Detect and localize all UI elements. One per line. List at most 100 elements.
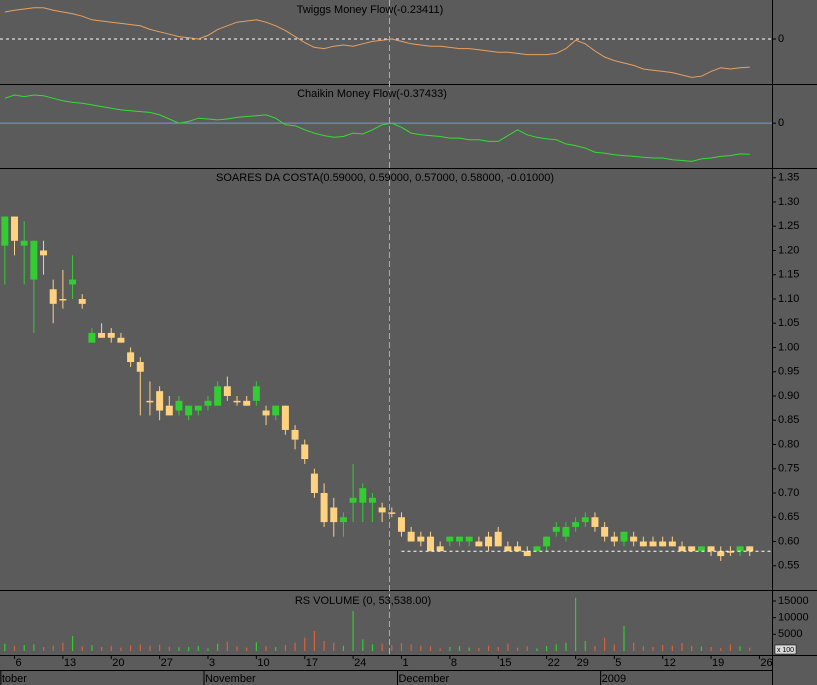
unit-box [774, 644, 797, 655]
x-tick-label: 22 [548, 657, 560, 669]
y-tick-label: 0.75 [778, 463, 799, 475]
y-tick-label: 1.20 [778, 244, 799, 256]
candle-body [20, 240, 28, 246]
unit-label: x 100 [777, 647, 794, 654]
candle-body [233, 400, 241, 403]
candle-body [320, 492, 328, 523]
candle-body [407, 531, 415, 542]
candle-body [272, 405, 280, 416]
y-tick-label: 1.30 [778, 196, 799, 208]
candle-body [78, 298, 86, 304]
candle-body [572, 522, 580, 527]
x-tick-label: 10 [257, 657, 269, 669]
x-tick-label: 12 [664, 657, 676, 669]
x-tick-label: 24 [354, 657, 366, 669]
y-tick-label: 0.95 [778, 366, 799, 378]
candle-body [185, 405, 193, 416]
candle-body [359, 488, 367, 503]
y-tick-label: 1.15 [778, 269, 799, 281]
candle-body [330, 507, 338, 523]
candle-body [349, 497, 357, 503]
y-tick-label: 1.05 [778, 317, 799, 329]
candle-body [601, 526, 609, 537]
candle-body [688, 546, 696, 552]
x-tick-label: 5 [615, 657, 621, 669]
candle-body [98, 332, 106, 338]
y-tick-label: 10000 [778, 612, 809, 624]
y-tick-label: 0.60 [778, 535, 799, 547]
candle-body [204, 400, 212, 406]
candle-body [446, 536, 454, 542]
candle-body [581, 517, 589, 523]
indicator-line [4, 7, 750, 78]
y-tick-label: 0.65 [778, 511, 799, 523]
candle-body [504, 546, 512, 552]
candle-body [494, 531, 502, 547]
candle-body [175, 400, 183, 411]
candle-body [214, 386, 222, 406]
y-tick-label: 0.70 [778, 487, 799, 499]
candle-body [88, 332, 96, 343]
y-tick-label: 15000 [778, 595, 809, 607]
x-tick-label: 1 [402, 657, 408, 669]
candle-body [417, 536, 425, 542]
candle-body [136, 362, 144, 372]
candle-body [678, 546, 686, 552]
candle-body [726, 551, 734, 553]
candle-body [610, 536, 618, 542]
x-tick-label: 6 [16, 657, 22, 669]
candle-body [465, 536, 473, 542]
candle-body [127, 352, 135, 363]
candle-body [543, 536, 551, 547]
candle-body [310, 473, 318, 493]
x-tick-label: 17 [306, 657, 318, 669]
candle-body [630, 536, 638, 542]
month-label: 2009 [602, 673, 626, 685]
x-tick-label: 26 [760, 657, 772, 669]
candle-body [223, 386, 231, 396]
candle-body [156, 391, 164, 411]
candle-body [639, 541, 647, 547]
x-tick-label: 3 [209, 657, 215, 669]
y-tick-label: 5000 [778, 628, 802, 640]
candle-body [368, 497, 376, 503]
candle-body [11, 216, 19, 241]
y-tick-label: 0.85 [778, 414, 799, 426]
candle-body [301, 444, 309, 460]
candle-body [746, 546, 754, 552]
candle-body [194, 405, 202, 411]
x-tick-label: 8 [451, 657, 457, 669]
candle-body [40, 250, 48, 256]
candle-body [146, 400, 154, 403]
candle-body [165, 405, 173, 416]
y-tick-label: 0.80 [778, 438, 799, 450]
candle-body [620, 531, 628, 542]
candle-body [291, 429, 299, 440]
panel-title: Chaikin Money Flow(-0.37433) [297, 88, 447, 100]
candle-body [397, 517, 405, 532]
candle-body [736, 546, 744, 552]
x-tick-label: 19 [712, 657, 724, 669]
month-label: tober [2, 673, 27, 685]
candle-body [378, 507, 386, 513]
candle-body [49, 289, 57, 304]
month-label: November [205, 673, 256, 685]
candle-body [30, 240, 38, 280]
candle-body [668, 541, 676, 547]
candle-body [707, 546, 715, 552]
candle-body [339, 517, 347, 523]
candle-body [649, 541, 657, 547]
candle-body [427, 536, 435, 552]
panel-title: Twiggs Money Flow(-0.23411) [297, 4, 444, 16]
candle-body [262, 410, 270, 416]
month-label: December [398, 673, 449, 685]
candle-body [252, 386, 260, 401]
x-tick-label: 20 [112, 657, 124, 669]
y-tick-label: 1.25 [778, 220, 799, 232]
candle-body [475, 541, 483, 547]
candle-body [1, 216, 9, 246]
y-tick-label: 0 [778, 117, 784, 129]
candle-body [485, 536, 493, 547]
